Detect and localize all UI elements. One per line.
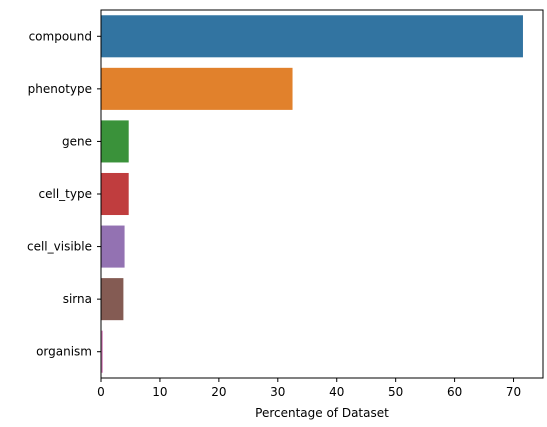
y-tick-label: organism: [36, 345, 92, 359]
x-tick-label: 0: [97, 385, 105, 399]
y-tick-label: sirna: [63, 292, 92, 306]
bar-gene: [101, 120, 129, 163]
bar-cell-visible: [101, 225, 125, 268]
x-axis-label: Percentage of Dataset: [255, 406, 389, 420]
x-tick-label: 40: [329, 385, 344, 399]
x-tick-label: 70: [506, 385, 521, 399]
x-axis-ticks: 0 10 20 30 40 50 60 70: [97, 378, 521, 399]
x-tick-label: 50: [388, 385, 403, 399]
bar-cell-type: [101, 172, 129, 216]
y-tick-label: compound: [29, 29, 92, 43]
bars-group: [101, 15, 523, 373]
y-axis-ticks: compound phenotype gene cell_type cell_visib…: [27, 29, 101, 359]
bar-sirna: [101, 278, 124, 321]
y-tick-label: gene: [62, 134, 92, 148]
bar-compound: [101, 15, 523, 58]
plot-frame: [100, 9, 544, 379]
y-tick-label: phenotype: [28, 82, 92, 96]
bar-organism: [101, 330, 103, 373]
x-tick-label: 20: [211, 385, 226, 399]
y-tick-label: cell_visible: [27, 240, 92, 254]
x-tick-label: 60: [447, 385, 462, 399]
x-tick-label: 30: [270, 385, 285, 399]
x-tick-label: 10: [152, 385, 167, 399]
bar-phenotype: [101, 67, 293, 110]
y-tick-label: cell_type: [39, 187, 92, 201]
